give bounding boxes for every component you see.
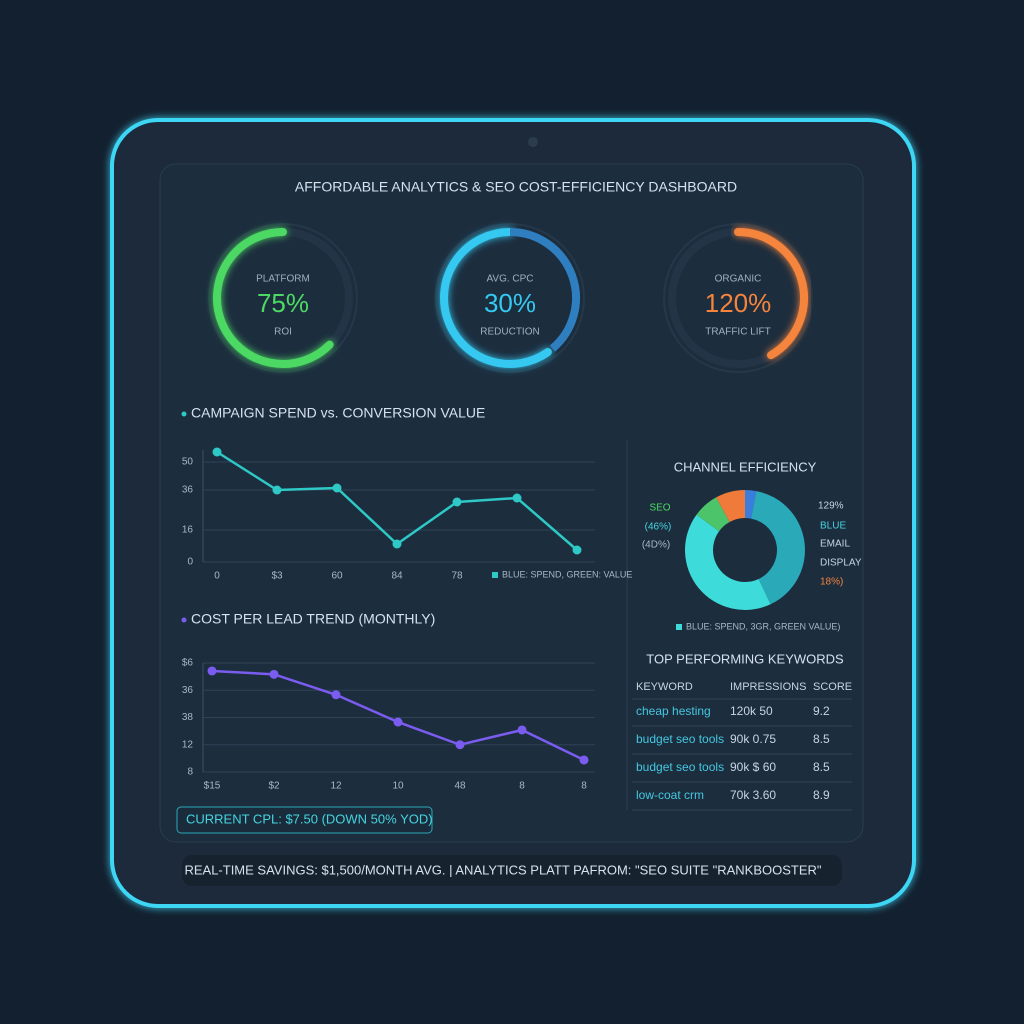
table-header: IMPRESSIONS — [730, 681, 806, 693]
chart-title: COST PER LEAD TREND (MONTHLY) — [191, 611, 435, 627]
point — [331, 690, 341, 700]
gauge-top-label: ORGANIC — [715, 274, 762, 285]
x-tick-label: $15 — [204, 781, 221, 792]
gauge-value: 30% — [484, 288, 536, 318]
donut-slice — [696, 497, 730, 532]
point — [332, 483, 342, 493]
point — [272, 485, 282, 495]
x-tick-label: 48 — [454, 781, 466, 792]
donut-slice — [716, 490, 745, 522]
gauge-value: 120% — [705, 288, 772, 318]
footer-text: REAL-TIME SAVINGS: $1,500/MONTH AVG. | A… — [184, 862, 821, 877]
y-tick-label: 8 — [187, 767, 193, 778]
x-tick-label: 10 — [392, 781, 404, 792]
point — [579, 755, 589, 765]
table-cell: low-coat crm — [636, 788, 704, 802]
x-tick-label: 12 — [330, 781, 342, 792]
x-tick-label: $3 — [271, 571, 283, 582]
x-tick-label: 0 — [214, 571, 220, 582]
x-tick-label: 84 — [391, 571, 403, 582]
donut-label: DISPLAY — [820, 558, 862, 569]
table-cell: 90k $ 60 — [730, 760, 776, 774]
donut-label: (46%) — [645, 522, 672, 533]
y-tick-label: 12 — [182, 739, 194, 750]
table-cell: 8.5 — [813, 732, 830, 746]
point — [572, 545, 582, 555]
y-tick-label: 0 — [187, 557, 193, 568]
table-title: TOP PERFORMING KEYWORDS — [646, 651, 844, 666]
x-tick-label: 8 — [519, 781, 525, 792]
table-cell: 8.9 — [813, 788, 830, 802]
title-dot — [181, 617, 187, 623]
gauge-arc — [509, 228, 580, 352]
table-cell: budget seo tools — [636, 760, 724, 774]
cpl-text: CURRENT CPL: $7.50 (DOWN 50% YOD) — [186, 811, 433, 826]
donut-label: BLUE — [820, 521, 846, 532]
point — [207, 666, 217, 676]
donut-label: (4D%) — [642, 540, 670, 551]
point — [392, 539, 402, 549]
point — [452, 497, 462, 507]
donut-slice — [745, 490, 757, 519]
point — [269, 669, 279, 679]
gauge-top-label: AVG. CPC — [486, 274, 533, 285]
cpl-box — [176, 806, 433, 834]
footer-bar — [182, 855, 842, 886]
point — [512, 493, 522, 503]
gauge-outer — [435, 223, 585, 373]
y-tick-label: 36 — [182, 485, 194, 496]
table-header: SCORE — [813, 681, 852, 693]
gauge-arc — [440, 228, 552, 368]
table-cell: budget seo tools — [636, 732, 724, 746]
point — [517, 725, 527, 735]
legend-swatch — [492, 572, 498, 578]
donut-label: 18%) — [820, 577, 843, 588]
camera — [528, 137, 538, 147]
chart-title: CHANNEL EFFICIENCY — [674, 459, 817, 474]
table-cell: 70k 3.60 — [730, 788, 776, 802]
legend-swatch — [676, 624, 682, 630]
table-cell: 9.2 — [813, 704, 830, 718]
y-tick-label: 50 — [182, 457, 194, 468]
x-tick-label: 8 — [581, 781, 587, 792]
legend-note: BLUE: SPEND, 3GR, GREEN VALUE) — [686, 621, 840, 631]
point — [393, 717, 403, 727]
donut-slice — [750, 491, 806, 605]
gauge-bottom-label: ROI — [274, 327, 292, 338]
x-tick-label: $2 — [268, 781, 280, 792]
gauge-top-label: PLATFORM — [256, 274, 310, 285]
gauge-bottom-label: TRAFFIC LIFT — [705, 327, 771, 338]
table-cell: 8.5 — [813, 760, 830, 774]
title-dot — [181, 411, 187, 417]
gauge-arc — [213, 228, 334, 368]
x-tick-label: 78 — [451, 571, 463, 582]
gauge-bottom-label: REDUCTION — [480, 327, 539, 338]
gauge-outer — [663, 223, 813, 373]
x-tick-label: 60 — [331, 571, 343, 582]
gauge-value: 75% — [257, 288, 309, 318]
donut-label: EMAIL — [820, 539, 850, 550]
table-header: KEYWORD — [636, 681, 693, 693]
gauge-arc — [734, 228, 808, 360]
y-tick-label: $6 — [182, 658, 194, 669]
y-tick-label: 36 — [182, 685, 194, 696]
y-tick-label: 16 — [182, 525, 194, 536]
dashboard-title: AFFORDABLE ANALYTICS & SEO COST-EFFICIEN… — [295, 179, 737, 195]
point — [212, 447, 222, 457]
point — [455, 740, 465, 750]
table-cell: cheap hesting — [636, 704, 711, 718]
gauge-outer — [208, 223, 358, 373]
table-cell: 90k 0.75 — [730, 732, 776, 746]
donut-label: 129% — [818, 501, 844, 512]
chart-title: CAMPAIGN SPEND vs. CONVERSION VALUE — [191, 405, 485, 421]
table-cell: 120k 50 — [730, 704, 773, 718]
y-tick-label: 38 — [182, 712, 194, 723]
donut-slice — [685, 514, 771, 610]
donut-label: SEO — [649, 503, 670, 514]
legend-note: BLUE: SPEND, GREEN: VALUE — [502, 569, 632, 579]
